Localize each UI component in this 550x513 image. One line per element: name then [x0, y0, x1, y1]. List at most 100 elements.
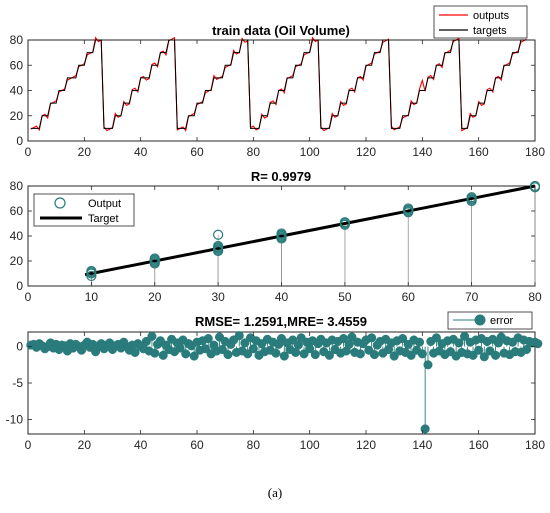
error-point — [181, 349, 191, 359]
y-tick-label: 80 — [10, 179, 24, 193]
legend-box — [447, 311, 533, 330]
legend-label-error: error — [490, 315, 514, 327]
panel-train-data: train data (Oil Volume) 0 20 40 60 80 100 120 1… — [10, 5, 545, 159]
x-tick-label: 0 — [25, 290, 32, 304]
x-tick-label: 40 — [275, 290, 289, 304]
x-tick-label: 160 — [469, 145, 489, 159]
error-point — [522, 344, 532, 355]
panel-error: RMSE= 1.2591,MRE= 3.4559 0 20 40 60 80 100 120… — [6, 311, 545, 452]
output-point — [86, 270, 97, 282]
error-point — [130, 347, 140, 357]
error-point — [288, 335, 298, 345]
error-point — [234, 331, 244, 341]
output-point — [529, 180, 541, 192]
error-point — [217, 344, 227, 355]
y-tick-label: -5 — [12, 376, 23, 390]
error-point — [189, 351, 199, 361]
output-point — [86, 265, 97, 277]
error-point — [414, 337, 425, 347]
tick-layer: 0 20 40 60 80 100 120 140 160 180 -10 -5 0 — [6, 332, 545, 452]
legend-label-outputs: outputs — [473, 10, 510, 22]
error-point — [243, 349, 253, 359]
x-tick-label: 70 — [465, 290, 479, 304]
legend: Output Target — [33, 193, 135, 227]
y-tick-label: 20 — [10, 109, 24, 123]
x-tick-label: 20 — [78, 438, 92, 452]
y-tick-label: 60 — [10, 58, 24, 72]
error-point — [355, 349, 365, 359]
output-point — [213, 229, 224, 240]
x-tick-label: 140 — [412, 438, 432, 452]
error-point — [175, 343, 185, 353]
output-point — [466, 192, 477, 203]
error-point — [347, 332, 357, 342]
error-point — [223, 350, 233, 360]
error-point — [479, 352, 489, 362]
error-point — [468, 350, 478, 360]
x-tick-label: 60 — [190, 438, 204, 452]
x-tick-label: 60 — [402, 290, 416, 304]
y-tick-label: 20 — [10, 254, 24, 268]
x-tick-label: 20 — [78, 145, 92, 159]
error-point — [310, 350, 320, 360]
chart-title: RMSE= 1.2591,MRE= 3.4559 — [195, 314, 367, 329]
tick-layer: 0 10 20 30 40 50 60 70 80 0 20 40 60 80 — [10, 179, 542, 304]
y-tick-label: 0 — [16, 134, 23, 148]
x-tick-label: 80 — [528, 290, 542, 304]
legend: outputs targets — [433, 5, 528, 39]
x-tick-label: 20 — [148, 290, 162, 304]
x-tick-label: 120 — [356, 438, 376, 452]
output-point — [149, 253, 160, 264]
legend-box — [33, 193, 135, 227]
x-tick-label: 80 — [247, 145, 261, 159]
legend-label-targets: targets — [473, 25, 507, 37]
error-point — [299, 349, 309, 359]
legend: error — [447, 311, 533, 330]
legend-swatch-output — [54, 197, 66, 209]
error-point — [240, 338, 250, 348]
error-point — [200, 344, 210, 354]
error-point — [279, 351, 289, 361]
error-point — [141, 336, 151, 347]
error-point — [406, 350, 416, 360]
y-tick-label: 40 — [10, 229, 24, 243]
data-layer — [26, 331, 543, 434]
series-layer — [30, 36, 527, 132]
error-point — [423, 360, 433, 370]
error-point — [305, 344, 315, 354]
error-point — [398, 334, 408, 344]
error-point — [147, 331, 157, 341]
error-point — [248, 344, 258, 354]
x-tick-label: 160 — [469, 438, 489, 452]
y-tick-label: 40 — [10, 84, 24, 98]
legend-box — [433, 5, 528, 39]
x-tick-label: 120 — [356, 145, 376, 159]
error-point — [491, 350, 501, 360]
x-tick-label: 40 — [134, 145, 148, 159]
y-tick-label: 80 — [10, 33, 24, 47]
legend-label-target: Target — [88, 213, 119, 225]
error-point — [420, 424, 430, 434]
x-tick-label: 0 — [25, 145, 32, 159]
chart-title: train data (Oil Volume) — [212, 23, 350, 38]
y-tick-label: 0 — [16, 279, 23, 293]
error-point — [324, 350, 334, 360]
chart-title: R= 0.9979 — [251, 169, 311, 184]
error-point — [389, 351, 399, 361]
x-tick-label: 60 — [190, 145, 204, 159]
error-point — [533, 339, 543, 349]
y-tick-label: 60 — [10, 204, 24, 218]
output-point — [213, 240, 224, 252]
x-tick-label: 0 — [25, 438, 32, 452]
x-tick-label: 100 — [300, 145, 320, 159]
y-tick-label: 0 — [16, 340, 23, 354]
legend-label-output: Output — [88, 198, 121, 210]
target-line — [84, 184, 536, 277]
x-tick-label: 180 — [525, 438, 545, 452]
error-point — [271, 348, 281, 358]
x-tick-label: 100 — [300, 438, 320, 452]
output-point — [403, 203, 414, 214]
output-point — [339, 217, 350, 228]
x-tick-label: 10 — [85, 290, 99, 304]
